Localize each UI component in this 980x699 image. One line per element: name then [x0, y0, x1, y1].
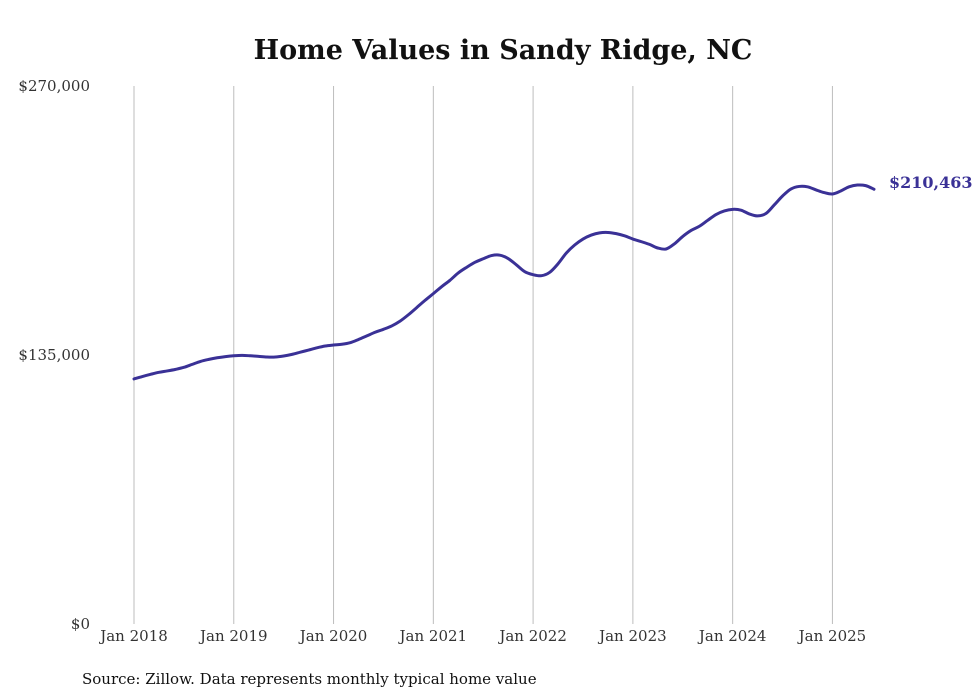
series-layer [132, 183, 876, 381]
y-tick-label: $0 [71, 615, 90, 633]
x-tick-label: Jan 2020 [298, 627, 368, 645]
x-tick-label: Jan 2025 [797, 627, 867, 645]
source-note: Source: Zillow. Data represents monthly … [82, 670, 537, 688]
x-tick-label: Jan 2019 [198, 627, 268, 645]
x-axis: Jan 2018 Jan 2019 Jan 2020 Jan 2021 Jan 2022… [98, 627, 866, 645]
x-tick-label: Jan 2018 [98, 627, 168, 645]
chart-title: Home Values in Sandy Ridge, NC [254, 35, 753, 66]
y-tick-label: $135,000 [18, 346, 90, 364]
x-tick-label: Jan 2021 [398, 627, 468, 645]
x-tick-label: Jan 2023 [597, 627, 667, 645]
x-tick-label: Jan 2024 [697, 627, 767, 645]
grid-layer [133, 86, 833, 624]
end-value-label: $210,463 [889, 173, 973, 192]
y-axis: $270,000 $135,000 $0 [18, 77, 90, 633]
y-tick-label: $270,000 [18, 77, 90, 95]
x-tick-label: Jan 2022 [497, 627, 567, 645]
home-value-line [132, 183, 876, 381]
